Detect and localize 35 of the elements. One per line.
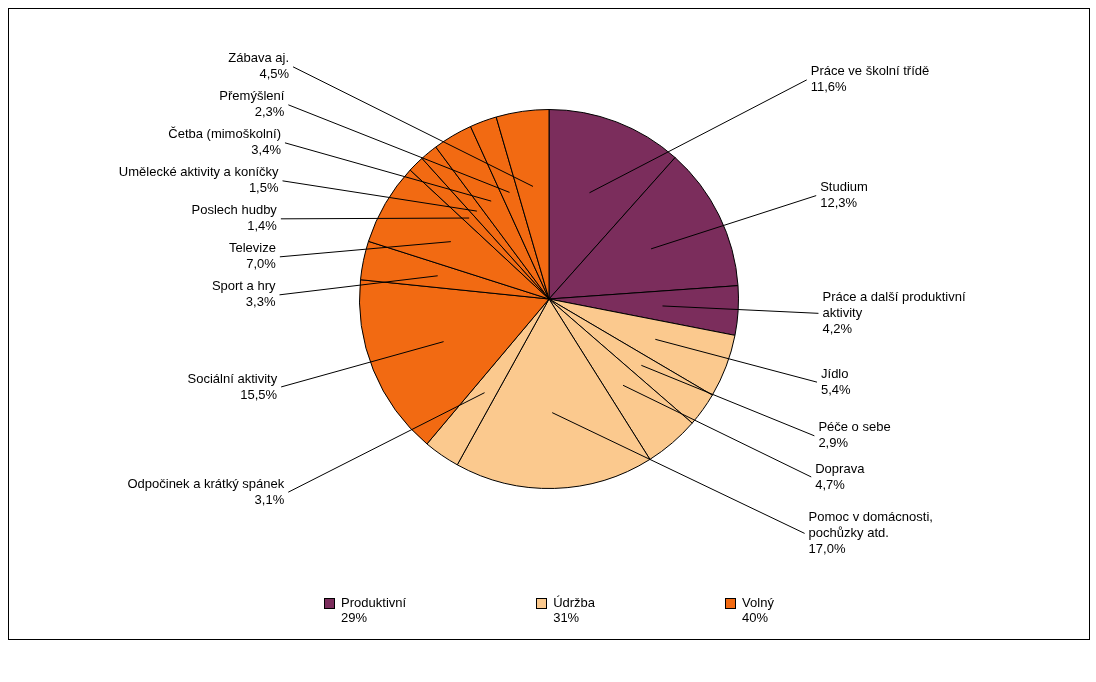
slice-label: Četba (mimoškolní) bbox=[168, 126, 281, 142]
data-label: 2,3% bbox=[254, 104, 285, 120]
slice-label: Doprava bbox=[815, 460, 866, 476]
data-label: 3,3% bbox=[245, 294, 276, 310]
slice-label: Jídlo bbox=[821, 365, 849, 381]
data-label: 1,5% bbox=[248, 180, 279, 196]
data-label: 2,9% bbox=[818, 435, 849, 451]
text: Údržba 31% bbox=[553, 595, 596, 625]
slice-label: Zábava aj. bbox=[228, 50, 290, 66]
data-label: 15,5% bbox=[240, 386, 278, 402]
data-label: 12,3% bbox=[820, 195, 858, 211]
slice-label: Přemýšlení bbox=[219, 88, 285, 104]
slice-label: Studium bbox=[820, 179, 868, 195]
slice-label: Práce ve školní třídě bbox=[810, 63, 930, 79]
data-label: 3,4% bbox=[251, 142, 282, 158]
slice-label: Odpočinek a krátký spánek bbox=[127, 475, 285, 491]
data-label: 4,7% bbox=[815, 476, 846, 492]
slice-label: Televize bbox=[228, 240, 276, 256]
slice-label: Pomoc v domácnosti, pochůzky atd. bbox=[808, 508, 933, 540]
text: Produktivní 29% bbox=[341, 595, 407, 625]
slice-label: Umělecké aktivity a koníčky bbox=[118, 164, 280, 180]
data-label: 1,4% bbox=[247, 218, 278, 234]
text: Volný 40% bbox=[742, 595, 774, 625]
data-label: 17,0% bbox=[808, 540, 846, 556]
data-label: 5,4% bbox=[821, 381, 852, 397]
data-label: 3,1% bbox=[254, 491, 285, 507]
data-label: 4,2% bbox=[822, 320, 853, 336]
slice-label: Sociální aktivity bbox=[187, 370, 278, 386]
data-label: 7,0% bbox=[246, 256, 277, 272]
slice-label: Sport a hry bbox=[211, 278, 276, 294]
slice-label: Poslech hudby bbox=[191, 202, 278, 218]
slice-label: Práce a další produktivní aktivity bbox=[822, 288, 966, 320]
slice-label: Péče o sebe bbox=[818, 419, 891, 435]
data-label: 4,5% bbox=[259, 66, 290, 82]
data-label: 11,6% bbox=[810, 79, 848, 95]
